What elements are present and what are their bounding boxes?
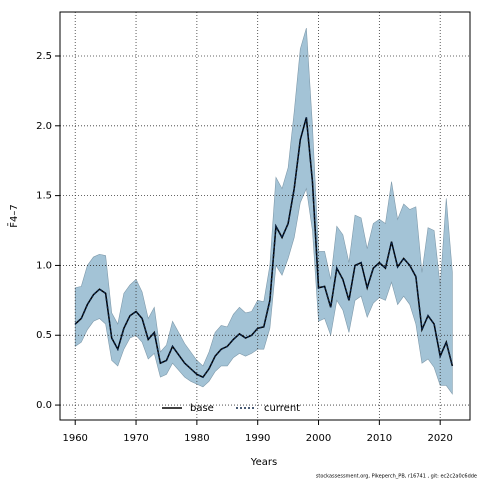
x-tick-label: 1990 (245, 433, 270, 444)
x-tick-label: 1970 (123, 433, 148, 444)
x-axis-label: Years (250, 457, 277, 468)
y-tick-label: 1.0 (36, 260, 52, 271)
y-axis-label: F̄4–7 (7, 204, 20, 227)
confidence-band (74, 27, 453, 395)
x-tick-label: 1960 (62, 433, 87, 444)
y-tick-label: 2.0 (36, 121, 52, 132)
legend-label: base (190, 403, 214, 414)
x-tick-label: 1980 (184, 433, 209, 444)
series-line (74, 117, 454, 379)
x-tick-label: 2020 (427, 433, 452, 444)
legend-label: current (264, 403, 300, 414)
plot-frame (59, 11, 471, 421)
footer: stockassessment.org, Pikeperch_PB, r1674… (316, 474, 477, 480)
y-tick-label: 0.5 (36, 330, 52, 341)
y-tick-label: 0.0 (36, 400, 52, 411)
x-tick-label: 2000 (306, 433, 331, 444)
y-tick-label: 1.5 (36, 191, 52, 202)
y-tick-label: 2.5 (36, 51, 52, 62)
x-tick-label: 2010 (367, 433, 392, 444)
